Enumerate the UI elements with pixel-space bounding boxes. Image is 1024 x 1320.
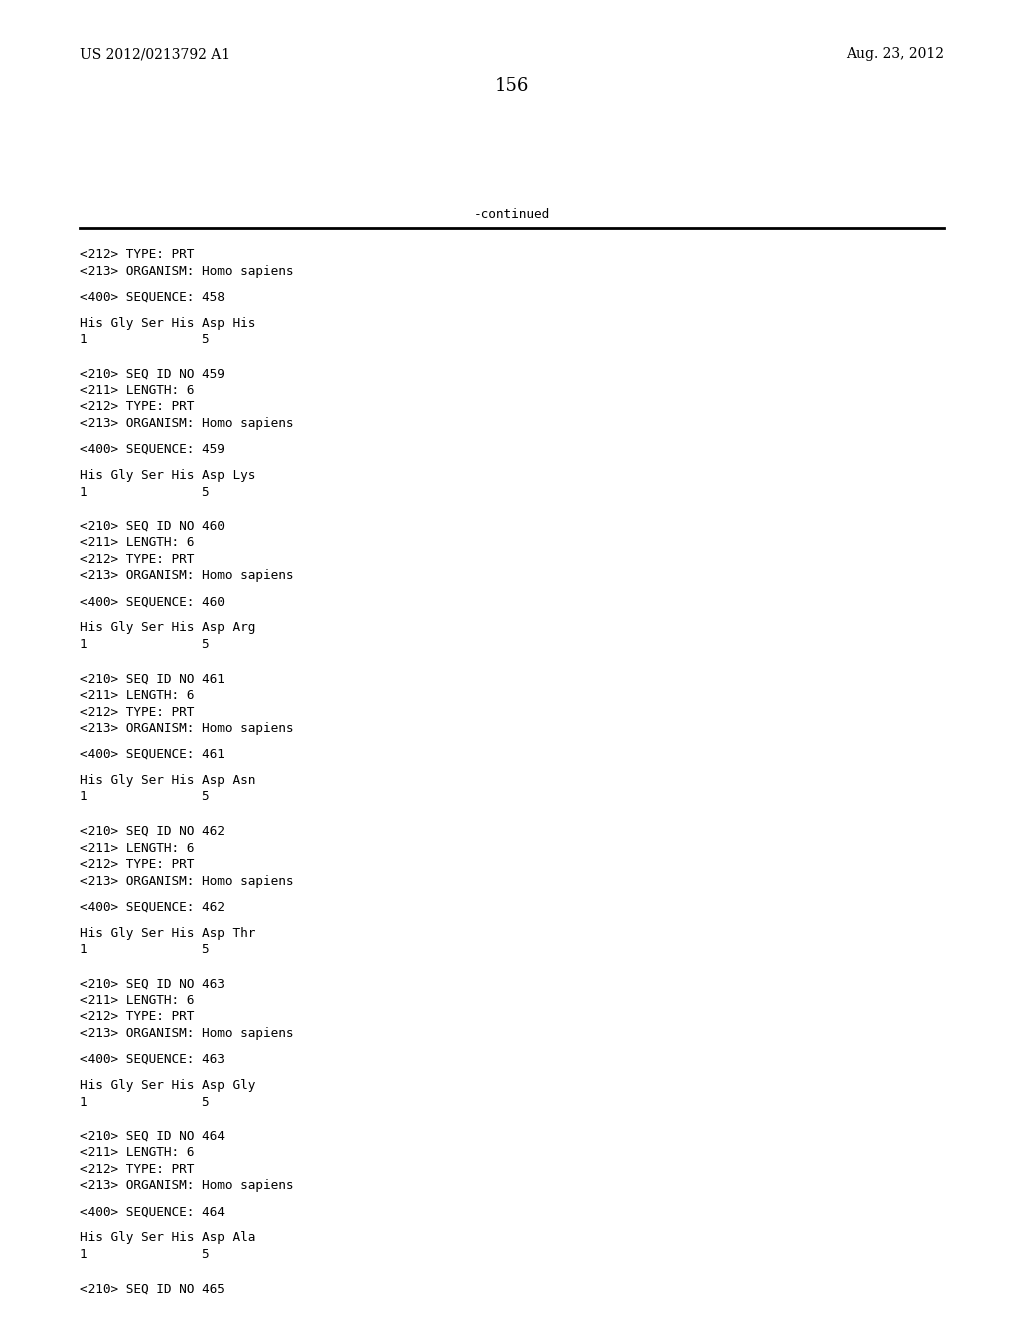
Text: -continued: -continued bbox=[474, 209, 550, 220]
Text: <400> SEQUENCE: 458: <400> SEQUENCE: 458 bbox=[80, 290, 225, 304]
Text: US 2012/0213792 A1: US 2012/0213792 A1 bbox=[80, 48, 230, 61]
Text: His Gly Ser His Asp Thr: His Gly Ser His Asp Thr bbox=[80, 927, 255, 940]
Text: His Gly Ser His Asp His: His Gly Ser His Asp His bbox=[80, 317, 255, 330]
Text: <400> SEQUENCE: 462: <400> SEQUENCE: 462 bbox=[80, 900, 225, 913]
Text: His Gly Ser His Asp Ala: His Gly Ser His Asp Ala bbox=[80, 1232, 255, 1245]
Text: <213> ORGANISM: Homo sapiens: <213> ORGANISM: Homo sapiens bbox=[80, 264, 294, 277]
Text: <210> SEQ ID NO 465: <210> SEQ ID NO 465 bbox=[80, 1283, 225, 1295]
Text: <212> TYPE: PRT: <212> TYPE: PRT bbox=[80, 858, 195, 871]
Text: <211> LENGTH: 6: <211> LENGTH: 6 bbox=[80, 1147, 195, 1159]
Text: <400> SEQUENCE: 464: <400> SEQUENCE: 464 bbox=[80, 1205, 225, 1218]
Text: His Gly Ser His Asp Gly: His Gly Ser His Asp Gly bbox=[80, 1078, 255, 1092]
Text: <210> SEQ ID NO 464: <210> SEQ ID NO 464 bbox=[80, 1130, 225, 1143]
Text: 1               5: 1 5 bbox=[80, 1096, 210, 1109]
Text: <400> SEQUENCE: 459: <400> SEQUENCE: 459 bbox=[80, 444, 225, 455]
Text: <210> SEQ ID NO 460: <210> SEQ ID NO 460 bbox=[80, 520, 225, 533]
Text: <212> TYPE: PRT: <212> TYPE: PRT bbox=[80, 1163, 195, 1176]
Text: Aug. 23, 2012: Aug. 23, 2012 bbox=[846, 48, 944, 61]
Text: 156: 156 bbox=[495, 77, 529, 95]
Text: <211> LENGTH: 6: <211> LENGTH: 6 bbox=[80, 689, 195, 702]
Text: <210> SEQ ID NO 462: <210> SEQ ID NO 462 bbox=[80, 825, 225, 838]
Text: His Gly Ser His Asp Asn: His Gly Ser His Asp Asn bbox=[80, 774, 255, 787]
Text: <210> SEQ ID NO 459: <210> SEQ ID NO 459 bbox=[80, 367, 225, 380]
Text: <400> SEQUENCE: 460: <400> SEQUENCE: 460 bbox=[80, 595, 225, 609]
Text: <211> LENGTH: 6: <211> LENGTH: 6 bbox=[80, 842, 195, 854]
Text: 1               5: 1 5 bbox=[80, 638, 210, 651]
Text: His Gly Ser His Asp Lys: His Gly Ser His Asp Lys bbox=[80, 469, 255, 482]
Text: 1               5: 1 5 bbox=[80, 791, 210, 804]
Text: <212> TYPE: PRT: <212> TYPE: PRT bbox=[80, 400, 195, 413]
Text: <212> TYPE: PRT: <212> TYPE: PRT bbox=[80, 1011, 195, 1023]
Text: <211> LENGTH: 6: <211> LENGTH: 6 bbox=[80, 994, 195, 1007]
Text: 1               5: 1 5 bbox=[80, 333, 210, 346]
Text: <212> TYPE: PRT: <212> TYPE: PRT bbox=[80, 553, 195, 566]
Text: <211> LENGTH: 6: <211> LENGTH: 6 bbox=[80, 384, 195, 397]
Text: <213> ORGANISM: Homo sapiens: <213> ORGANISM: Homo sapiens bbox=[80, 722, 294, 735]
Text: 1               5: 1 5 bbox=[80, 486, 210, 499]
Text: <212> TYPE: PRT: <212> TYPE: PRT bbox=[80, 248, 195, 261]
Text: <213> ORGANISM: Homo sapiens: <213> ORGANISM: Homo sapiens bbox=[80, 417, 294, 430]
Text: <211> LENGTH: 6: <211> LENGTH: 6 bbox=[80, 536, 195, 549]
Text: 1               5: 1 5 bbox=[80, 1247, 210, 1261]
Text: <400> SEQUENCE: 461: <400> SEQUENCE: 461 bbox=[80, 748, 225, 762]
Text: <210> SEQ ID NO 461: <210> SEQ ID NO 461 bbox=[80, 672, 225, 685]
Text: <213> ORGANISM: Homo sapiens: <213> ORGANISM: Homo sapiens bbox=[80, 1180, 294, 1192]
Text: 1               5: 1 5 bbox=[80, 942, 210, 956]
Text: <400> SEQUENCE: 463: <400> SEQUENCE: 463 bbox=[80, 1053, 225, 1067]
Text: <213> ORGANISM: Homo sapiens: <213> ORGANISM: Homo sapiens bbox=[80, 1027, 294, 1040]
Text: <213> ORGANISM: Homo sapiens: <213> ORGANISM: Homo sapiens bbox=[80, 569, 294, 582]
Text: <213> ORGANISM: Homo sapiens: <213> ORGANISM: Homo sapiens bbox=[80, 874, 294, 887]
Text: His Gly Ser His Asp Arg: His Gly Ser His Asp Arg bbox=[80, 622, 255, 635]
Text: <210> SEQ ID NO 463: <210> SEQ ID NO 463 bbox=[80, 978, 225, 990]
Text: <212> TYPE: PRT: <212> TYPE: PRT bbox=[80, 705, 195, 718]
